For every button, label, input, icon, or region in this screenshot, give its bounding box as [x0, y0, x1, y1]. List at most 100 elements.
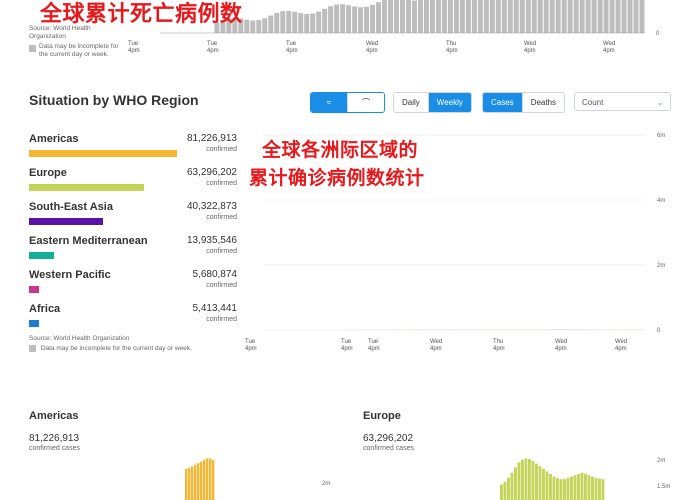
- top-bar: [507, 0, 513, 33]
- top-bar: [537, 0, 543, 33]
- mini-bar: [185, 468, 188, 500]
- count-select-value: Count: [582, 98, 604, 107]
- mini-bar: [503, 481, 507, 500]
- top-bar: [382, 0, 388, 33]
- top-bar: [262, 18, 268, 33]
- top-bar: [591, 0, 597, 33]
- mini-bar: [566, 477, 570, 500]
- top-bar: [489, 0, 495, 33]
- section-title: Situation by WHO Region: [29, 92, 199, 108]
- x-tick-label: 4pm: [368, 346, 380, 352]
- mini-bar: [188, 468, 191, 500]
- x-tick-label: Thu: [493, 339, 503, 345]
- count-select[interactable]: Count ⌄: [574, 92, 671, 111]
- region-row-western-pacific[interactable]: Western Pacific 5,680,874 confirmed: [29, 269, 237, 297]
- top-bar: [214, 22, 220, 33]
- top-bar: [519, 0, 525, 33]
- top-bar: [459, 0, 465, 33]
- x-tick-label: 4pm: [555, 346, 567, 352]
- region-sub: confirmed: [206, 146, 237, 153]
- mini-bar: [559, 479, 563, 500]
- mini-bar: [212, 460, 215, 500]
- top-x-tick: Wed: [366, 41, 378, 47]
- top-bar: [531, 0, 537, 33]
- x-tick-label: 4pm: [341, 346, 353, 352]
- x-tick-label: Wed: [615, 339, 627, 345]
- mini-bar: [552, 476, 556, 500]
- mini-bar: [573, 475, 577, 500]
- top-bar: [244, 19, 250, 33]
- region-name: South-East Asia: [29, 201, 113, 213]
- top-bar: [555, 0, 561, 33]
- mini-bar: [580, 472, 584, 500]
- curve-icon: ⌒: [362, 98, 370, 107]
- y-tick-label: 2m: [657, 263, 665, 269]
- top-x-tick: 4pm: [524, 48, 536, 54]
- mini-bar: [570, 476, 573, 500]
- overlay-title-line2: 累计确诊病例数统计: [249, 167, 425, 189]
- region-row-south-east-asia[interactable]: South-East Asia 40,322,873 confirmed: [29, 201, 237, 229]
- top-note-text: Data may be incomplete for the current d…: [39, 43, 119, 58]
- top-bar: [441, 0, 447, 33]
- chevron-down-icon: ⌄: [656, 97, 664, 107]
- region-row-europe[interactable]: Europe 63,296,202 confirmed: [29, 167, 237, 195]
- top-bar: [274, 12, 280, 33]
- region-sub: confirmed: [206, 248, 237, 255]
- region-row-africa[interactable]: Africa 5,413,441 confirmed: [29, 303, 237, 331]
- x-tick-label: Tue: [368, 339, 379, 345]
- region-name: Africa: [29, 303, 61, 315]
- mini-bar: [194, 464, 197, 500]
- mini-bar: [563, 479, 566, 500]
- top-bar: [328, 6, 334, 34]
- mini-bar: [521, 459, 524, 500]
- americas-mini-title: Americas: [29, 410, 79, 422]
- top-source: Source: World Health Organization: [29, 25, 129, 41]
- mini-bar: [507, 477, 510, 500]
- top-bar: [597, 0, 603, 33]
- line-style-button[interactable]: ≈: [311, 93, 347, 112]
- top-bar: [579, 0, 585, 33]
- top-bar: [411, 0, 417, 34]
- mini-bar: [500, 484, 503, 500]
- europe-mini-chart: [500, 458, 605, 500]
- top-bar: [304, 13, 310, 33]
- top-bar: [465, 0, 471, 33]
- mini-bar: [598, 478, 601, 500]
- europe-mini-y-tick-15m: 1.5m: [657, 484, 671, 490]
- top-x-ticks: Tue4pmTue4pmTue4pmWed4pmThu4pmWed4pmWed4…: [128, 41, 615, 54]
- europe-mini-title: Europe: [363, 410, 401, 422]
- region-name: Europe: [29, 167, 67, 179]
- mini-bar: [209, 458, 212, 500]
- top-bar: [609, 0, 615, 33]
- deaths-button[interactable]: Deaths: [521, 93, 565, 112]
- curve-style-button[interactable]: ⌒: [347, 93, 384, 112]
- europe-mini-value: 63,296,202: [363, 433, 414, 444]
- mini-bar: [545, 471, 549, 500]
- region-name: Eastern Mediterranean: [29, 235, 148, 247]
- top-x-tick: 4pm: [446, 48, 458, 54]
- region-row-americas[interactable]: Americas 81,226,913 confirmed: [29, 133, 237, 161]
- region-value: 81,226,913: [186, 133, 237, 144]
- weekly-button[interactable]: Weekly: [427, 93, 471, 112]
- top-x-tick: Tue: [286, 41, 297, 47]
- top-bar: [250, 20, 256, 33]
- top-note: Data may be incomplete for the current d…: [29, 43, 129, 59]
- mini-bar: [577, 474, 580, 500]
- americas-mini-sub: confirmed cases: [29, 445, 80, 452]
- top-bar: [220, 19, 226, 33]
- region-bar: [29, 252, 55, 259]
- top-bar: [549, 0, 555, 33]
- mini-bar: [514, 467, 517, 500]
- daily-button[interactable]: Daily: [394, 93, 428, 112]
- x-tick-label: 4pm: [615, 346, 627, 352]
- top-source-name: World Health Organization: [29, 25, 91, 40]
- mini-bar: [591, 476, 594, 500]
- region-row-eastern-mediterranean[interactable]: Eastern Mediterranean 13,935,546 confirmed: [29, 235, 237, 263]
- cases-button[interactable]: Cases: [483, 93, 522, 112]
- region-bar: [29, 286, 40, 293]
- top-deaths-chart: 0 Tue4pmTue4pmTue4pmWed4pmThu4pmWed4pmWe…: [128, 0, 660, 54]
- mini-bar: [524, 458, 528, 500]
- region-bar: [29, 184, 145, 191]
- top-bar: [477, 0, 483, 33]
- top-bar: [400, 0, 405, 33]
